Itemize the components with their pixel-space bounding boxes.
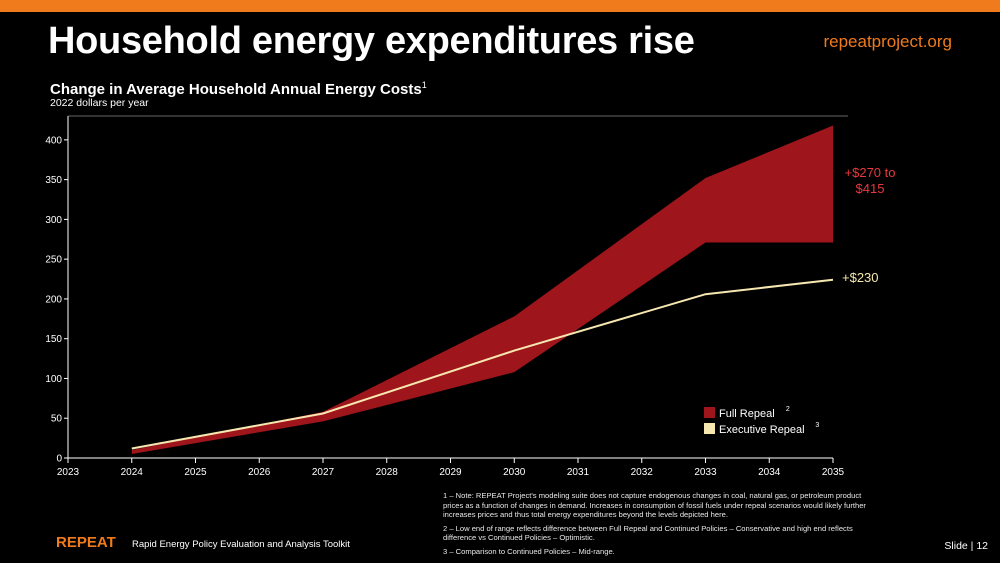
x-tick-label: 2029 bbox=[439, 467, 462, 478]
executive-repeal-end-label: +$230 bbox=[842, 270, 879, 285]
y-tick-label: 350 bbox=[45, 175, 62, 186]
slide-number: Slide | 12 bbox=[944, 540, 988, 552]
x-tick-label: 2032 bbox=[631, 467, 654, 478]
x-tick-label: 2030 bbox=[503, 467, 526, 478]
x-tick-label: 2027 bbox=[312, 467, 335, 478]
x-tick-label: 2028 bbox=[376, 467, 399, 478]
brand-tagline: Rapid Energy Policy Evaluation and Analy… bbox=[132, 539, 350, 550]
legend-swatch-executive-repeal bbox=[704, 423, 715, 434]
y-tick-label: 300 bbox=[45, 215, 62, 226]
y-tick-label: 100 bbox=[45, 374, 62, 385]
footnote-2: 2 – Low end of range reflects difference… bbox=[443, 523, 853, 543]
legend-swatch-full-repeal bbox=[704, 407, 715, 418]
x-tick-label: 2033 bbox=[694, 467, 717, 478]
full-repeal-range-area bbox=[131, 125, 834, 454]
full-repeal-end-label-line: +$270 to bbox=[845, 165, 896, 180]
x-tick-label: 2026 bbox=[248, 467, 271, 478]
y-tick-label: 400 bbox=[45, 135, 62, 146]
site-url[interactable]: repeatproject.org bbox=[823, 32, 952, 51]
chart-title: Change in Average Household Annual Energ… bbox=[50, 80, 427, 98]
x-tick-label: 2024 bbox=[121, 467, 144, 478]
y-tick-label: 150 bbox=[45, 334, 62, 345]
y-tick-label: 250 bbox=[45, 255, 62, 266]
x-tick-label: 2034 bbox=[758, 467, 781, 478]
y-tick-label: 50 bbox=[51, 414, 63, 425]
chart-subtitle: 2022 dollars per year bbox=[50, 97, 149, 109]
brand-logo: REPEAT bbox=[56, 534, 116, 551]
top-accent-bar bbox=[0, 0, 1000, 12]
footnote-1: 1 – Note: REPEAT Project's modeling suit… bbox=[443, 491, 866, 520]
footnote-3: 3 – Comparison to Continued Policies – M… bbox=[443, 546, 615, 556]
legend-footnote-full-repeal: 2 bbox=[786, 406, 790, 413]
y-tick-label: 200 bbox=[45, 294, 62, 305]
footnotes: 1 – Note: REPEAT Project's modeling suit… bbox=[443, 491, 883, 561]
y-tick-label: 0 bbox=[56, 454, 62, 465]
x-tick-label: 2025 bbox=[184, 467, 207, 478]
x-tick-label: 2023 bbox=[57, 467, 80, 478]
legend-footnote-executive-repeal: 3 bbox=[815, 422, 819, 429]
executive-repeal-line bbox=[131, 278, 834, 450]
legend-label-full-repeal: Full Repeal bbox=[719, 408, 775, 420]
full-repeal-end-label-line: $415 bbox=[856, 181, 885, 196]
x-tick-label: 2031 bbox=[567, 467, 590, 478]
chart-title-footnote: 1 bbox=[421, 80, 427, 90]
slide-title: Household energy expenditures rise bbox=[48, 20, 695, 62]
chart-title-text: Change in Average Household Annual Energ… bbox=[50, 81, 422, 98]
full-repeal-end-label: +$270 to $415 bbox=[845, 165, 896, 196]
x-tick-label: 2035 bbox=[822, 467, 845, 478]
legend-label-executive-repeal: Executive Repeal bbox=[719, 424, 805, 436]
